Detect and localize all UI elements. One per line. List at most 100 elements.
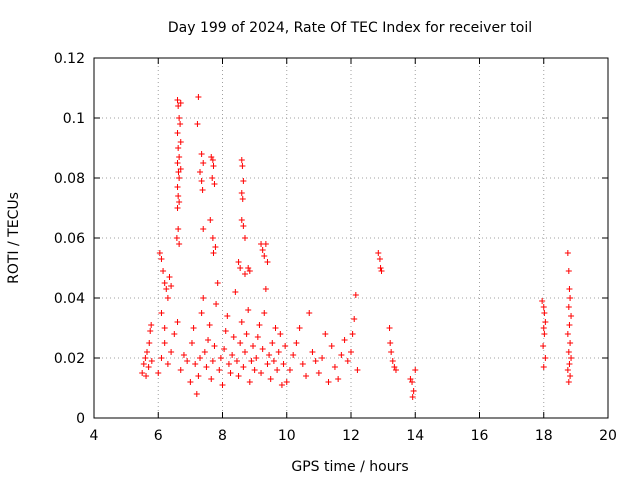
data-point <box>147 328 154 334</box>
data-point <box>328 343 335 349</box>
data-point <box>200 226 207 232</box>
data-point <box>194 121 201 127</box>
data-point <box>283 379 290 385</box>
data-point <box>325 379 332 385</box>
data-point <box>197 355 204 361</box>
data-point <box>174 184 181 190</box>
data-point <box>180 352 187 358</box>
x-tick-label: 10 <box>278 428 296 444</box>
data-point <box>272 325 279 331</box>
data-point <box>241 235 248 241</box>
data-point <box>237 340 244 346</box>
data-point <box>377 265 384 271</box>
data-point <box>264 259 271 265</box>
data-point <box>250 343 257 349</box>
data-point <box>375 250 382 256</box>
data-point <box>541 331 548 337</box>
data-point <box>174 205 181 211</box>
data-point <box>214 280 221 286</box>
data-point <box>282 343 289 349</box>
data-point <box>221 346 228 352</box>
data-point <box>410 388 417 394</box>
data-point <box>565 268 572 274</box>
data-point <box>259 346 266 352</box>
data-point <box>209 358 216 364</box>
data-point <box>344 358 351 364</box>
data-point <box>306 310 313 316</box>
data-point <box>259 247 266 253</box>
data-point <box>168 349 175 355</box>
data-point <box>277 331 284 337</box>
data-point <box>184 358 191 364</box>
x-tick-label: 14 <box>406 428 424 444</box>
data-point <box>195 94 202 100</box>
data-point <box>322 331 329 337</box>
data-point <box>299 361 306 367</box>
data-point <box>229 352 236 358</box>
data-point <box>262 286 269 292</box>
data-point <box>201 349 208 355</box>
data-point <box>224 313 231 319</box>
data-point <box>203 364 210 370</box>
data-point <box>174 319 181 325</box>
data-point <box>540 304 547 310</box>
data-point <box>348 349 354 355</box>
data-point <box>278 382 285 388</box>
data-point <box>351 316 358 322</box>
x-tick-label: 16 <box>471 428 489 444</box>
data-point <box>158 355 165 361</box>
data-point <box>166 274 173 280</box>
data-point <box>352 292 359 298</box>
data-point <box>174 97 181 103</box>
data-point <box>564 367 571 373</box>
data-point <box>175 226 182 232</box>
data-point <box>188 340 195 346</box>
data-points <box>139 94 575 400</box>
data-point <box>177 100 184 106</box>
data-point <box>211 343 218 349</box>
data-point <box>235 373 242 379</box>
data-point <box>258 370 265 376</box>
data-point <box>266 352 273 358</box>
data-point <box>540 325 547 331</box>
data-point <box>238 190 245 196</box>
x-tick-label: 6 <box>154 428 163 444</box>
data-point <box>155 370 162 376</box>
data-point <box>280 361 287 367</box>
data-point <box>541 310 548 316</box>
data-point <box>187 379 194 385</box>
data-point <box>208 376 215 382</box>
data-point <box>238 319 245 325</box>
data-point <box>566 286 573 292</box>
y-tick-label: 0.1 <box>63 111 85 127</box>
data-point <box>237 265 244 271</box>
data-point <box>542 355 549 361</box>
data-point <box>392 367 399 373</box>
data-point <box>241 271 248 277</box>
data-point <box>199 187 206 193</box>
data-point <box>540 343 547 349</box>
data-point <box>315 370 322 376</box>
data-point <box>256 322 263 328</box>
data-point <box>389 358 396 364</box>
data-point <box>241 349 248 355</box>
data-point <box>145 364 152 370</box>
data-point <box>542 319 549 325</box>
data-point <box>174 130 181 136</box>
data-point <box>341 337 348 343</box>
data-point <box>331 364 338 370</box>
axes: 4 6 8 10 12 14 16 18 20 0 0.02 0.04 0.06 0.08 0.1 0.12 <box>54 51 617 444</box>
data-point <box>232 289 239 295</box>
y-tick-label: 0.12 <box>54 51 85 67</box>
data-point <box>198 178 205 184</box>
data-point <box>210 163 217 169</box>
data-point <box>246 268 253 274</box>
data-point <box>262 241 269 247</box>
data-point <box>209 157 216 163</box>
data-point <box>143 373 150 379</box>
y-tick-label: 0.08 <box>54 171 85 187</box>
data-point <box>387 340 394 346</box>
data-point <box>239 163 246 169</box>
data-point <box>335 376 342 382</box>
data-point <box>239 196 246 202</box>
